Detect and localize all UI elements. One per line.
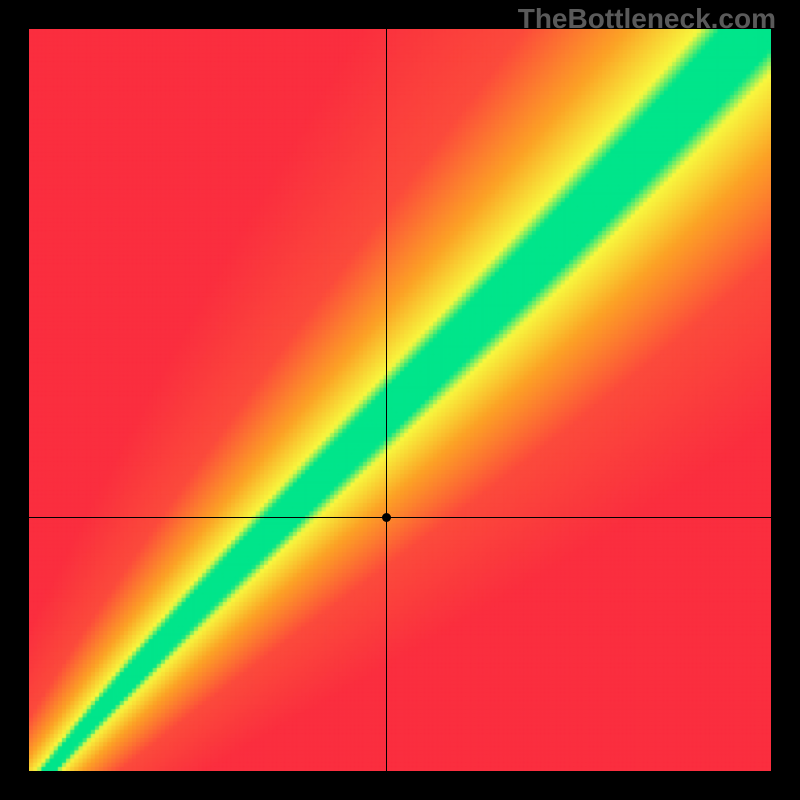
crosshair-horizontal [29,517,771,518]
crosshair-vertical [386,29,387,771]
bottleneck-heatmap [29,29,771,771]
watermark-text: TheBottleneck.com [518,3,776,35]
crosshair-marker-dot [382,513,391,522]
chart-container: TheBottleneck.com [0,0,800,800]
